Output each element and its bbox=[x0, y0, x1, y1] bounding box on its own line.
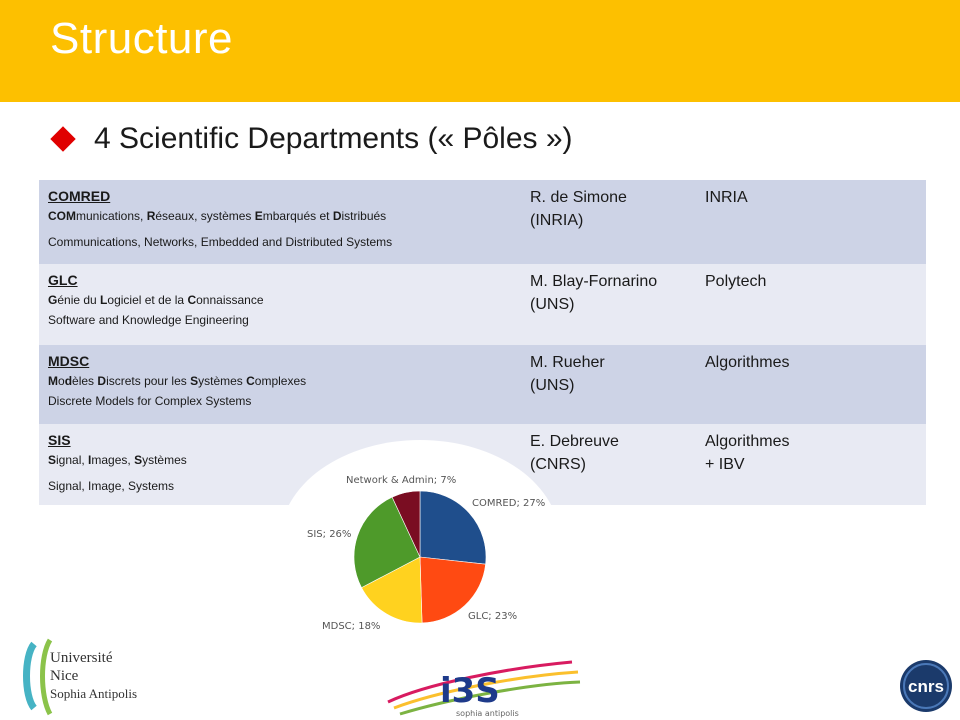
i3s-logo-subtext: sophia antipolis bbox=[456, 709, 519, 718]
department-cell: MDSC Modèles Discrets pour les Systèmes … bbox=[48, 351, 518, 411]
pie-data-label: SIS; 26% bbox=[307, 529, 351, 540]
department-head-cell: M. Blay-Fornarino (UNS) bbox=[530, 270, 657, 316]
acronym-letter: S bbox=[134, 453, 143, 467]
department-french-name: COMmunications, Réseaux, systèmes Embarq… bbox=[48, 209, 387, 223]
department-english-name: Software and Knowledge Engineering bbox=[48, 313, 249, 327]
acronym-letter: COM bbox=[48, 209, 76, 223]
i3s-swoosh-2 bbox=[393, 670, 579, 710]
acronym-letter: C bbox=[187, 293, 197, 307]
acronym-letter: I bbox=[88, 453, 92, 467]
affiliation-line: + IBV bbox=[705, 456, 745, 473]
pie-slice-glc bbox=[419, 556, 486, 624]
pie-slice-sis bbox=[353, 496, 421, 589]
logo-arc-left bbox=[23, 641, 37, 711]
bullet-point: 4 Scientific Departments (« Pôles ») bbox=[50, 122, 573, 156]
affiliation-cell: Polytech bbox=[705, 270, 766, 293]
acronym-letter: R bbox=[146, 209, 156, 223]
department-name: GLC bbox=[48, 272, 78, 288]
bullet-text: 4 Scientific Departments (« Pôles ») bbox=[94, 122, 573, 155]
i3s-logo: i3S sophia antipolis bbox=[387, 660, 581, 718]
department-name: SIS bbox=[48, 432, 71, 448]
department-head-cell: E. Debreuve (CNRS) bbox=[530, 430, 619, 476]
affiliation-cell: Algorithmes + IBV bbox=[705, 430, 789, 476]
affiliation-line: Polytech bbox=[705, 273, 767, 290]
universite-logo: Université Nice Sophia Antipolis bbox=[23, 638, 137, 716]
department-french-name: Génie du Logiciel et de la Connaissance bbox=[48, 293, 264, 307]
diamond-bullet-icon bbox=[50, 126, 76, 152]
acronym-letter: S bbox=[48, 453, 57, 467]
acronym-letter: M bbox=[48, 374, 58, 388]
table-row: MDSC Modèles Discrets pour les Systèmes … bbox=[39, 345, 926, 424]
head-name: R. de Simone bbox=[530, 189, 627, 206]
head-affiliation: (UNS) bbox=[530, 296, 575, 313]
acronym-letter: E bbox=[254, 209, 263, 223]
affiliation-line: Algorithmes bbox=[705, 433, 790, 450]
logo-text-line3: Sophia Antipolis bbox=[50, 686, 137, 701]
department-english-name: Discrete Models for Complex Systems bbox=[48, 394, 252, 408]
department-cell: COMRED COMmunications, Réseaux, systèmes… bbox=[48, 186, 518, 252]
department-french-name: Signal, Images, Systèmes bbox=[48, 453, 187, 467]
slide-title: Structure bbox=[50, 14, 234, 63]
logo-arc-mid bbox=[40, 638, 53, 716]
head-affiliation: (INRIA) bbox=[530, 212, 584, 229]
acronym-letter: G bbox=[48, 293, 58, 307]
pie-data-label: GLC; 23% bbox=[468, 611, 517, 622]
department-head-cell: M. Rueher (UNS) bbox=[530, 351, 605, 397]
department-cell: SIS Signal, Images, Systèmes Signal, Ima… bbox=[48, 430, 518, 496]
pie-slice-mdsc bbox=[361, 556, 423, 624]
table-row: COMRED COMmunications, Réseaux, systèmes… bbox=[39, 180, 926, 264]
i3s-logo-text: i3S bbox=[440, 671, 500, 711]
acronym-letter: D bbox=[97, 374, 107, 388]
cnrs-logo-text: cnrs bbox=[908, 677, 944, 696]
head-affiliation: (CNRS) bbox=[530, 456, 586, 473]
department-cell: GLC Génie du Logiciel et de la Connaissa… bbox=[48, 270, 518, 330]
head-affiliation: (UNS) bbox=[530, 377, 575, 394]
pie-data-label: MDSC; 18% bbox=[322, 621, 380, 632]
affiliation-cell: Algorithmes bbox=[705, 351, 789, 374]
head-name: M. Blay-Fornarino bbox=[530, 273, 658, 290]
table-row: SIS Signal, Images, Systèmes Signal, Ima… bbox=[39, 424, 926, 505]
affiliation-cell: INRIA bbox=[705, 186, 748, 209]
acronym-letter: C bbox=[246, 374, 255, 388]
department-name: MDSC bbox=[48, 353, 90, 369]
department-english-name: Communications, Networks, Embedded and D… bbox=[48, 235, 393, 249]
department-french-name: Modèles Discrets pour les Systèmes Compl… bbox=[48, 374, 307, 388]
cnrs-logo-ring bbox=[903, 663, 949, 709]
affiliation-line: Algorithmes bbox=[705, 354, 790, 371]
cnrs-logo-circle bbox=[900, 660, 952, 712]
logo-text-line2: Nice bbox=[50, 668, 79, 684]
head-name: M. Rueher bbox=[530, 354, 605, 371]
i3s-swoosh-3 bbox=[399, 680, 581, 716]
affiliation-line: INRIA bbox=[705, 189, 748, 206]
department-english-name: Signal, Image, Systems bbox=[48, 479, 175, 493]
acronym-letter: S bbox=[190, 374, 199, 388]
department-name: COMRED bbox=[48, 188, 111, 204]
acronym-letter: L bbox=[100, 293, 108, 307]
head-name: E. Debreuve bbox=[530, 433, 619, 450]
acronym-letter: D bbox=[332, 209, 342, 223]
i3s-swoosh-1 bbox=[387, 660, 573, 704]
department-head-cell: R. de Simone (INRIA) bbox=[530, 186, 627, 232]
logo-text-line1: Université bbox=[50, 650, 113, 666]
table-row: GLC Génie du Logiciel et de la Connaissa… bbox=[39, 264, 926, 345]
acronym-letter: d bbox=[64, 374, 73, 388]
departments-table: COMRED COMmunications, Réseaux, systèmes… bbox=[39, 180, 926, 505]
title-bar bbox=[0, 0, 960, 102]
cnrs-logo: cnrs bbox=[900, 660, 952, 712]
